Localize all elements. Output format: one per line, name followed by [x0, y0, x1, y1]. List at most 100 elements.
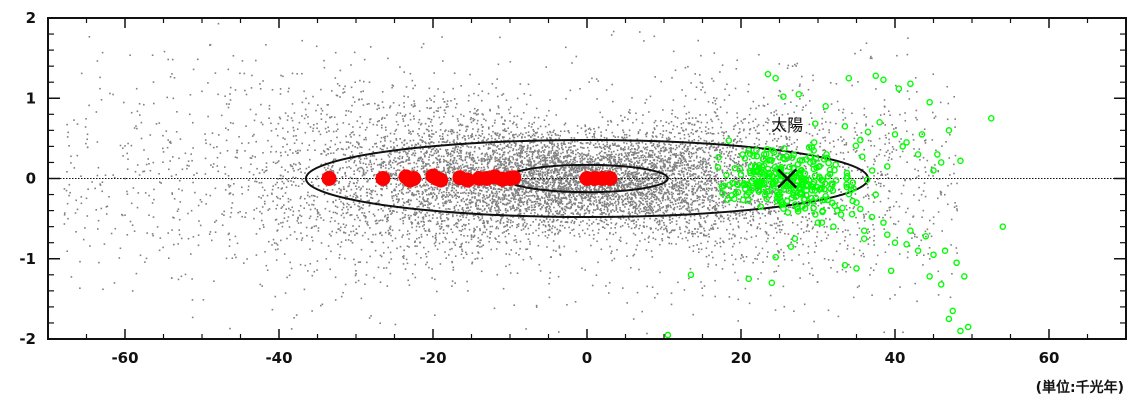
gray-star-point — [653, 173, 655, 176]
gray-star-point — [454, 209, 456, 212]
gray-star-point — [358, 98, 361, 101]
gray-star-point — [159, 181, 161, 183]
gray-star-point — [735, 213, 738, 215]
gray-star-point — [757, 200, 759, 202]
gray-star-point — [477, 244, 479, 247]
gray-star-point — [953, 96, 955, 98]
gray-star-point — [606, 197, 609, 200]
gray-star-point — [861, 175, 864, 178]
gray-star-point — [335, 94, 338, 97]
gray-star-point — [564, 197, 566, 199]
gray-star-point — [708, 195, 710, 198]
gray-star-point — [481, 217, 484, 219]
gray-star-point — [956, 252, 958, 254]
gray-star-point — [467, 146, 470, 148]
gray-star-point — [777, 217, 779, 219]
gray-star-point — [227, 175, 230, 177]
gray-star-point — [647, 152, 650, 154]
gray-star-point — [737, 225, 740, 227]
gray-star-point — [428, 135, 430, 137]
gray-star-point — [557, 144, 559, 147]
gray-star-point — [700, 131, 703, 133]
gray-star-point — [481, 233, 483, 236]
gray-star-point — [415, 162, 418, 165]
gray-star-point — [548, 296, 551, 299]
gray-star-point — [698, 165, 701, 168]
gray-star-point — [899, 286, 901, 288]
gray-star-point — [99, 87, 101, 90]
gray-star-point — [732, 233, 734, 236]
gray-star-point — [656, 145, 659, 148]
gray-star-point — [705, 255, 708, 258]
gray-star-point — [448, 165, 451, 168]
gray-star-point — [350, 167, 352, 170]
gray-star-point — [705, 193, 707, 195]
gray-star-point — [658, 223, 661, 225]
gray-star-point — [411, 144, 413, 147]
gray-star-point — [644, 206, 646, 208]
gray-star-point — [628, 179, 631, 182]
gray-star-point — [400, 161, 402, 163]
gray-star-point — [670, 144, 672, 146]
gray-star-point — [605, 187, 608, 189]
gray-star-point — [550, 192, 552, 194]
gray-star-point — [923, 128, 926, 130]
gray-star-point — [706, 165, 708, 168]
gray-star-point — [193, 174, 195, 176]
gray-star-point — [546, 154, 549, 156]
gray-star-point — [339, 253, 341, 256]
gray-star-point — [510, 131, 512, 133]
gray-star-point — [535, 180, 537, 183]
gray-star-point — [537, 244, 540, 247]
gray-star-point — [709, 204, 711, 207]
gray-star-point — [657, 191, 660, 194]
gray-star-point — [431, 277, 433, 279]
gray-star-point — [286, 119, 289, 121]
gray-star-point — [402, 120, 405, 122]
gray-star-point — [481, 257, 484, 260]
gray-star-point — [153, 198, 155, 201]
gray-star-point — [479, 218, 482, 221]
gray-star-point — [519, 240, 522, 243]
gray-star-point — [636, 171, 638, 173]
gray-star-point — [791, 65, 794, 67]
gray-star-point — [769, 196, 772, 199]
gray-star-point — [408, 218, 411, 220]
gray-star-point — [113, 176, 116, 179]
gray-star-point — [614, 144, 616, 146]
gray-star-point — [737, 122, 739, 124]
gray-star-point — [654, 119, 657, 122]
gray-star-point — [230, 207, 233, 209]
gray-star-point — [134, 170, 137, 173]
gray-star-point — [529, 174, 531, 177]
gray-star-point — [445, 106, 448, 108]
gray-star-point — [610, 222, 613, 224]
gray-star-point — [394, 189, 397, 192]
gray-star-point — [215, 219, 218, 222]
gray-star-point — [684, 230, 686, 233]
gray-star-point — [496, 160, 499, 162]
gray-star-point — [395, 120, 398, 123]
gray-star-point — [579, 214, 581, 217]
gray-star-point — [589, 143, 591, 145]
gray-star-point — [609, 203, 611, 206]
gray-star-point — [244, 150, 246, 152]
gray-star-point — [813, 320, 815, 323]
gray-star-point — [470, 170, 472, 172]
gray-star-point — [472, 120, 475, 122]
gray-star-point — [435, 152, 438, 154]
gray-star-point — [773, 123, 775, 125]
gray-star-point — [563, 185, 565, 187]
gray-star-point — [610, 227, 612, 229]
gray-star-point — [610, 153, 612, 156]
gray-star-point — [581, 202, 583, 205]
gray-star-point — [780, 248, 782, 251]
gray-star-point — [682, 183, 684, 186]
gray-star-point — [594, 142, 597, 145]
gray-star-point — [532, 232, 534, 234]
gray-star-point — [354, 146, 356, 148]
gray-star-point — [856, 222, 859, 224]
gray-star-point — [868, 197, 870, 200]
gray-star-point — [682, 129, 684, 132]
gray-star-point — [863, 107, 866, 110]
